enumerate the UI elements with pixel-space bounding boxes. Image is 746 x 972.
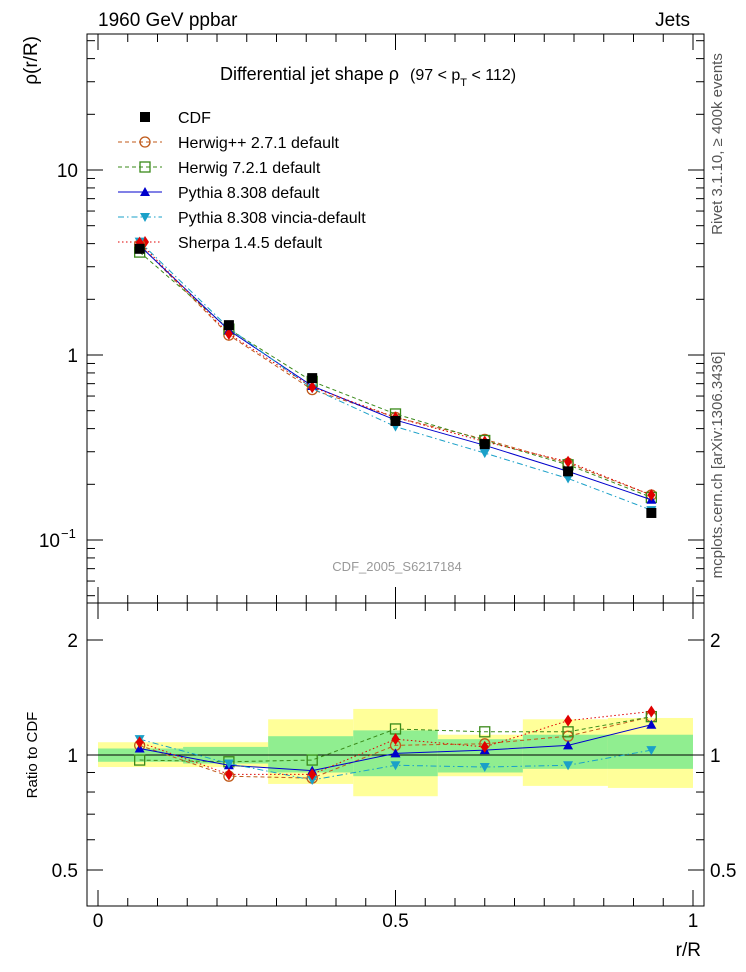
data-point — [647, 489, 656, 502]
ratio-data-point — [646, 719, 657, 729]
ratio-data-point — [647, 705, 656, 718]
data-point — [223, 320, 234, 331]
legend-marker — [140, 112, 150, 122]
mcplots-source-label: mcplots.cern.ch [arXiv:1306.3436] — [709, 352, 726, 579]
ratio-data-point — [480, 740, 489, 753]
main-plot-panel: ρ(r/R) 10 1 10 −1 Differential jet shape… — [21, 33, 705, 604]
legend-item: Pythia 8.308 default — [118, 185, 320, 202]
y-tick-label-1: 1 — [67, 346, 78, 367]
legend-item: Pythia 8.308 vincia-default — [118, 210, 366, 227]
series-line — [139, 241, 652, 511]
x-tick-label: 1 — [688, 911, 699, 932]
series-cdf — [134, 243, 657, 518]
data-point — [390, 415, 401, 426]
series-pythia-8-308-vincia-default — [134, 237, 657, 516]
series-line — [139, 244, 652, 496]
legend-item: CDF — [140, 110, 211, 127]
ratio-data-point — [564, 714, 573, 727]
ratio-series-sherpa-1-4-5-default — [135, 705, 656, 781]
ratio-data-point — [646, 746, 657, 756]
data-point — [564, 455, 573, 468]
legend-item: Sherpa 1.4.5 default — [118, 235, 323, 252]
x-tick-label: 0.5 — [382, 911, 408, 932]
legend-item: Herwig++ 2.7.1 default — [118, 135, 340, 152]
ratio-data-point — [390, 761, 401, 771]
header-energy-label: 1960 GeV ppbar — [98, 10, 238, 31]
ratio-series-line — [139, 716, 652, 763]
legend-marker — [139, 136, 151, 148]
ratio-y-tick-label: 1 — [67, 746, 78, 767]
data-point — [308, 381, 317, 394]
y-tick-label-10: 10 — [57, 161, 78, 182]
legend-marker — [140, 213, 150, 222]
y-tick-label-0.1: 10 — [39, 531, 60, 552]
series-line — [139, 242, 652, 496]
legend-label: Pythia 8.308 vincia-default — [178, 210, 366, 227]
ratio-y-tick-label-right: 1 — [710, 746, 721, 767]
legend-label: CDF — [178, 110, 211, 127]
data-point — [646, 507, 657, 518]
ratio-y-tick-label-right: 2 — [710, 631, 721, 652]
ratio-data-point — [562, 726, 574, 738]
y-tick-label-0.1-exponent: −1 — [61, 526, 76, 541]
x-tick-label: 0 — [93, 911, 104, 932]
ratio-y-tick-label: 0.5 — [52, 861, 78, 882]
legend-marker — [139, 161, 151, 173]
header-process-label: Jets — [655, 10, 690, 31]
ratio-plot-panel: 2 2 1 1 0.5 0.5 0 0.5 1 Ratio to CDF r/R — [24, 602, 736, 961]
legend: CDF Herwig++ 2.7.1 default Herwig 7.2.1 de… — [118, 110, 366, 252]
data-point — [479, 439, 490, 450]
legend-item: Herwig 7.2.1 default — [118, 160, 321, 177]
ratio-data-point — [479, 763, 490, 773]
ratio-data-point — [308, 768, 317, 781]
data-point — [563, 466, 574, 477]
ratio-data-point — [479, 726, 491, 738]
x-axis-label: r/R — [676, 940, 701, 961]
data-point — [479, 449, 490, 459]
ratio-data-point — [223, 759, 234, 769]
ratio-y-tick-label: 2 — [67, 631, 78, 652]
ratio-data-point — [135, 736, 144, 749]
plot-title: Differential jet shape ρ (97 < pT < 112) — [220, 64, 516, 89]
ratio-series-pythia-8-308-vincia-default — [134, 735, 657, 786]
ratio-y-axis-label: Ratio to CDF — [24, 712, 41, 799]
series-pythia-8-308-default — [134, 240, 657, 504]
ratio-data-point — [563, 740, 574, 750]
data-point — [563, 474, 574, 484]
analysis-watermark: CDF_2005_S6217184 — [332, 559, 461, 574]
series-herwig-2-7-1-default — [133, 238, 657, 501]
ratio-data-point — [307, 776, 318, 786]
data-point — [224, 327, 233, 340]
data-point — [307, 373, 318, 384]
series-herwig-7-2-1-default — [133, 246, 657, 504]
main-y-axis-label: ρ(r/R) — [21, 36, 42, 85]
ratio-y-tick-label-right: 0.5 — [710, 861, 736, 882]
ratio-data-point — [391, 733, 400, 746]
legend-label: Herwig++ 2.7.1 default — [178, 135, 340, 152]
series-line — [139, 251, 652, 498]
legend-label: Sherpa 1.4.5 default — [178, 235, 323, 252]
legend-marker — [140, 187, 150, 196]
ratio-data-point — [224, 768, 233, 781]
series-sherpa-1-4-5-default — [135, 236, 656, 502]
legend-label: Pythia 8.308 default — [178, 185, 320, 202]
ratio-data-point — [563, 761, 574, 771]
legend-label: Herwig 7.2.1 default — [178, 160, 321, 177]
ratio-uncertainty-band-inner — [268, 736, 354, 773]
ratio-data-point — [390, 748, 401, 758]
data-point — [134, 243, 145, 254]
rivet-version-label: Rivet 3.1.10, ≥ 400k events — [709, 53, 726, 235]
ratio-data-point — [133, 754, 146, 766]
ratio-data-point — [306, 754, 318, 766]
series-line — [139, 245, 652, 501]
